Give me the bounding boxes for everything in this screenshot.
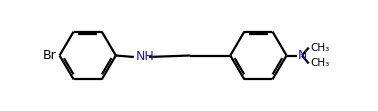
Text: CH₃: CH₃ xyxy=(310,58,330,68)
Text: Br: Br xyxy=(43,49,57,62)
Text: N: N xyxy=(298,49,308,62)
Text: CH₃: CH₃ xyxy=(310,43,330,53)
Text: NH: NH xyxy=(135,51,154,63)
